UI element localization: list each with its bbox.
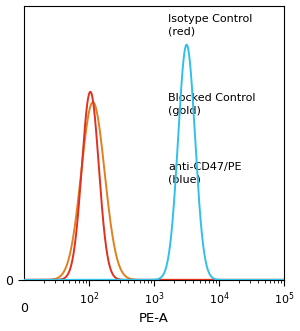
Text: Blocked Control
(gold): Blocked Control (gold): [168, 93, 256, 116]
Text: anti-CD47/PE
(blue): anti-CD47/PE (blue): [168, 162, 242, 184]
X-axis label: PE-A: PE-A: [139, 312, 169, 325]
Text: 0: 0: [20, 302, 28, 315]
Text: Isotype Control
(red): Isotype Control (red): [168, 14, 253, 36]
